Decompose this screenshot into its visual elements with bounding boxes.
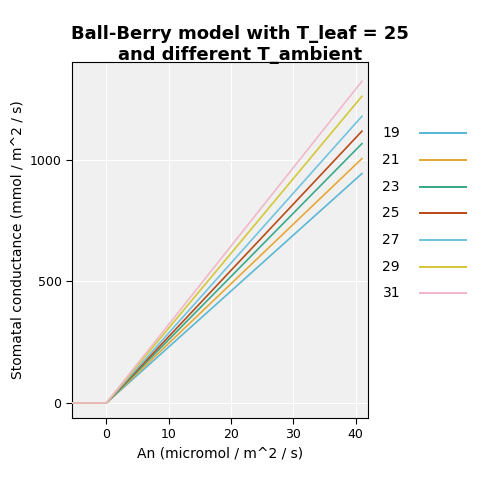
X-axis label: An (micromol / m^2 / s): An (micromol / m^2 / s) (137, 446, 303, 461)
Y-axis label: Stomatal conductance (mmol / m^2 / s): Stomatal conductance (mmol / m^2 / s) (10, 101, 24, 379)
Text: 19: 19 (383, 126, 400, 141)
Text: 25: 25 (383, 206, 400, 220)
Text: 29: 29 (383, 260, 400, 274)
Text: Ball-Berry model with T_leaf = 25: Ball-Berry model with T_leaf = 25 (71, 24, 409, 43)
Text: 31: 31 (383, 286, 400, 300)
Text: 23: 23 (383, 180, 400, 194)
Text: and different T_ambient: and different T_ambient (118, 46, 362, 64)
Text: 27: 27 (383, 233, 400, 247)
Text: 21: 21 (383, 153, 400, 167)
